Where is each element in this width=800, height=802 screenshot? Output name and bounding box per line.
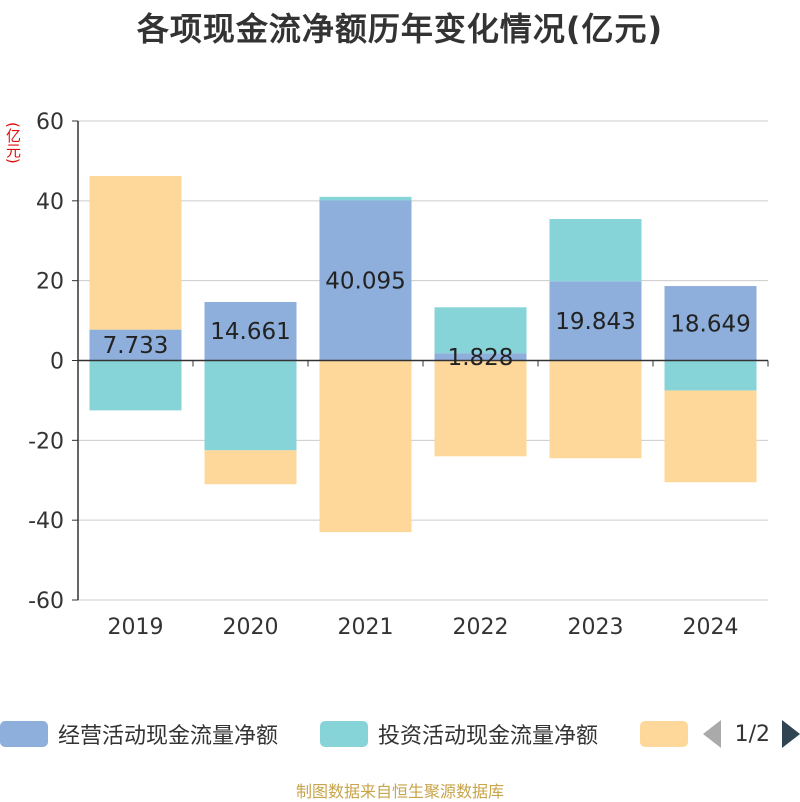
y-tick-label: -40 (28, 509, 64, 534)
legend-prev-page-icon[interactable] (702, 720, 721, 748)
x-tick-label-2019: 2019 (108, 615, 164, 640)
x-tick-label-2023: 2023 (568, 615, 624, 640)
bars (89, 175, 757, 533)
bar-1-2021[interactable] (319, 200, 412, 361)
bar-1-2022[interactable] (434, 353, 527, 361)
bar-3-2019[interactable] (89, 175, 182, 330)
legend-item-financing[interactable] (640, 714, 698, 754)
y-tick-label: 0 (50, 350, 64, 375)
bar-2-2023[interactable] (549, 219, 642, 282)
bar-2-2020[interactable] (204, 360, 297, 451)
data-label-2022: 1.828 (448, 345, 514, 371)
legend-swatch-investing (320, 721, 368, 747)
data-label-2024: 18.649 (670, 311, 750, 337)
y-tick-label: 40 (36, 190, 64, 215)
data-label-2019: 7.733 (103, 333, 169, 359)
legend-item-operating[interactable]: 经营活动现金流量净额 (0, 714, 278, 754)
bar-3-2020[interactable] (204, 450, 297, 485)
bar-2-2019[interactable] (89, 360, 182, 411)
x-tick-label-2024: 2024 (683, 615, 739, 640)
y-tick-label: 20 (36, 270, 64, 295)
bar-3-2021[interactable] (319, 360, 412, 533)
legend-item-investing[interactable]: 投资活动现金流量净额 (320, 714, 598, 754)
bar-1-2019[interactable] (89, 329, 182, 361)
data-source-footer: 制图数据来自恒生聚源数据库 (295, 782, 504, 801)
bar-3-2024[interactable] (664, 390, 757, 483)
bar-2-2021[interactable] (319, 196, 412, 201)
data-label-2021: 40.095 (325, 268, 405, 294)
bar-2-2024[interactable] (664, 360, 757, 391)
bar-2-2022[interactable] (434, 307, 527, 354)
chart-title: 各项现金流净额历年变化情况(亿元) (136, 10, 664, 48)
legend-swatch-financing (640, 721, 688, 747)
legend-pager: 1/2 (702, 714, 800, 754)
axes: 60 40 20 0 -20 -40 -60 2019 2020 2021 2022 2023 2024 (28, 110, 769, 640)
data-label-2020: 14.661 (210, 319, 290, 345)
x-tick-label-2020: 2020 (223, 615, 279, 640)
y-tick-label: 60 (36, 110, 64, 135)
legend-label-investing: 投资活动现金流量净额 (378, 724, 599, 749)
x-tick-label-2021: 2021 (338, 615, 394, 640)
bar-1-2024[interactable] (664, 286, 757, 361)
legend-label-operating: 经营活动现金流量净额 (58, 724, 279, 749)
bar-3-2022[interactable] (434, 360, 527, 457)
y-tick-label: -20 (28, 429, 64, 454)
legend-page-indicator: 1/2 (734, 721, 770, 747)
legend: 经营活动现金流量净额 投资活动现金流量净额 1/2 (0, 714, 800, 754)
y-axis-unit-label: (亿元) (4, 122, 22, 164)
legend-swatch-operating (0, 721, 48, 747)
bar-1-2020[interactable] (204, 301, 297, 361)
data-labels: 7.733 14.661 40.095 1.828 19.843 18.649 (103, 268, 751, 370)
bar-3-2023[interactable] (549, 360, 642, 459)
x-tick-label-2022: 2022 (453, 615, 509, 640)
legend-next-page-icon[interactable] (782, 720, 800, 748)
data-label-2023: 19.843 (555, 309, 635, 335)
bar-1-2023[interactable] (549, 281, 642, 361)
y-tick-label: -60 (28, 589, 64, 614)
